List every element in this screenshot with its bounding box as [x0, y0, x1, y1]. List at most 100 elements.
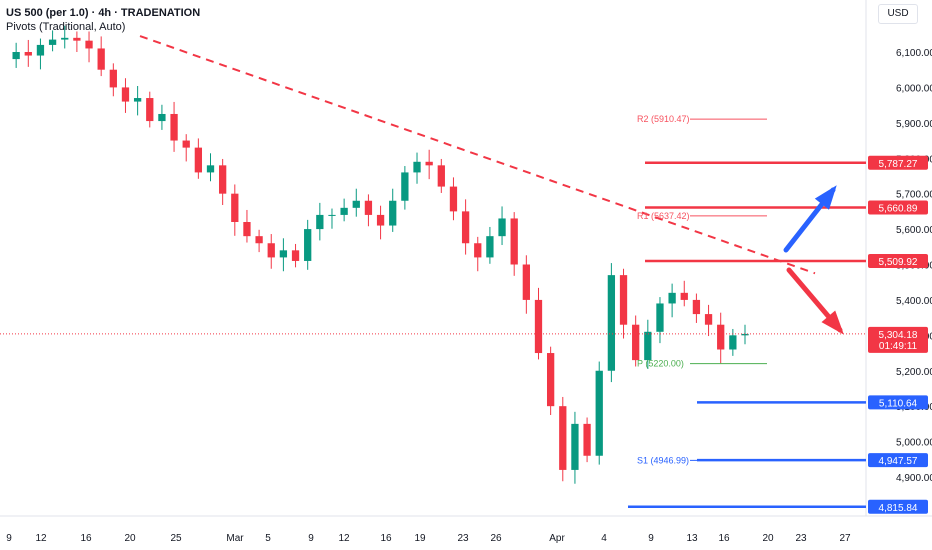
x-tick-label: 16 — [718, 533, 730, 544]
y-tick-label: 6,000.00 — [896, 83, 932, 94]
candle-body — [595, 370, 603, 456]
bearish-arrow — [786, 267, 844, 335]
candle-body — [437, 165, 445, 187]
y-tick-label: 5,400.00 — [896, 296, 932, 307]
candle-body — [194, 147, 203, 173]
candle-body — [304, 229, 312, 261]
candle-body — [206, 165, 215, 173]
candle-body — [73, 37, 81, 41]
candle-body — [85, 40, 93, 49]
x-tick-label: 20 — [124, 533, 136, 544]
x-tick-label: 12 — [338, 533, 350, 544]
y-tick-label: 6,100.00 — [896, 48, 932, 59]
candle-body — [316, 214, 324, 230]
y-tick-label: 5,200.00 — [896, 367, 932, 378]
candle-body — [461, 211, 470, 244]
candle-body — [571, 423, 579, 470]
candle-body — [170, 113, 178, 141]
candle-body — [632, 324, 640, 361]
current-price-label: 5,304.18 — [879, 330, 918, 341]
symbol-title[interactable]: US 500 (per 1.0) · 4h · TRADENATION — [6, 7, 201, 19]
x-tick-label: Mar — [226, 533, 244, 544]
pivot-label: R2 (5910.47) — [637, 114, 690, 124]
y-tick-label: 5,600.00 — [896, 225, 932, 236]
candle-body — [704, 314, 713, 325]
candle-body — [48, 39, 57, 45]
key-level-badge — [868, 200, 928, 215]
pivot-label: P (5220.00) — [637, 359, 684, 369]
x-tick-label: 9 — [648, 533, 654, 544]
key-level-label: 5,110.64 — [879, 398, 918, 409]
x-tick-label: Apr — [549, 533, 565, 544]
candle-body — [522, 264, 530, 300]
y-tick-label: 5,700.00 — [896, 190, 932, 201]
candle-body — [498, 218, 506, 237]
candle-body — [474, 243, 482, 258]
candle-body — [413, 161, 421, 173]
candle-body — [340, 207, 348, 215]
candle-body — [607, 275, 616, 371]
key-level-badge — [868, 395, 928, 410]
candle-body — [24, 52, 32, 56]
key-level-badge — [868, 155, 928, 170]
candle-body — [279, 250, 288, 258]
key-level-label: 5,787.27 — [879, 159, 918, 170]
pivot-label: R1 (5637.42) — [637, 211, 690, 221]
x-tick-label: 23 — [795, 533, 807, 544]
candle-body — [401, 172, 409, 201]
candle-body — [182, 140, 190, 148]
candle-body — [510, 218, 518, 265]
candle-body — [243, 222, 251, 237]
candle-body — [729, 335, 737, 350]
candle-body — [328, 214, 336, 216]
candle-body — [133, 98, 142, 102]
candle-body — [741, 333, 749, 336]
candle-body — [158, 113, 166, 122]
key-level-label: 4,815.84 — [879, 503, 918, 514]
candle-body — [255, 236, 263, 244]
arrow-head — [821, 310, 844, 335]
bullish-arrow — [783, 185, 837, 253]
candle-body — [583, 423, 591, 456]
candle-body — [291, 250, 300, 261]
key-level-label: 5,509.92 — [879, 257, 918, 268]
candle-body — [644, 331, 652, 361]
key-level-badge — [868, 499, 928, 514]
candle-body — [546, 353, 555, 407]
arrow-head — [814, 185, 837, 210]
x-tick-label: 27 — [839, 533, 851, 544]
candle-body — [231, 193, 239, 222]
x-tick-label: 5 — [265, 533, 271, 544]
key-level-badge — [868, 453, 928, 468]
pivot-label: S1 (4946.99) — [637, 455, 689, 465]
x-tick-label: 26 — [490, 533, 502, 544]
candle-body — [109, 69, 117, 88]
x-tick-label: 16 — [380, 533, 392, 544]
x-tick-label: 9 — [6, 533, 12, 544]
x-tick-label: 9 — [308, 533, 314, 544]
x-tick-label: 25 — [170, 533, 182, 544]
x-tick-label: 16 — [80, 533, 92, 544]
candle-body — [267, 243, 275, 258]
x-tick-label: 12 — [35, 533, 47, 544]
candle-body — [364, 200, 373, 215]
x-tick-label: 23 — [457, 533, 469, 544]
candle-body — [559, 406, 567, 470]
candle-body — [425, 161, 433, 166]
key-level-label: 4,947.57 — [879, 456, 918, 467]
candle-body — [146, 98, 154, 122]
x-tick-label: 4 — [601, 533, 607, 544]
candle-body — [97, 48, 105, 70]
candle-body — [219, 165, 227, 194]
candle-body — [36, 44, 45, 56]
currency-button[interactable]: USD — [878, 4, 918, 24]
chart-legend: US 500 (per 1.0) · 4h · TRADENATION Pivo… — [6, 6, 200, 34]
candle-body — [656, 303, 664, 332]
x-tick-label: 19 — [414, 533, 426, 544]
indicator-title[interactable]: Pivots (Traditional, Auto) — [6, 21, 126, 33]
candles — [12, 25, 749, 484]
current-price-badge — [868, 326, 928, 353]
candle-body — [680, 292, 688, 300]
candle-body — [12, 52, 20, 60]
